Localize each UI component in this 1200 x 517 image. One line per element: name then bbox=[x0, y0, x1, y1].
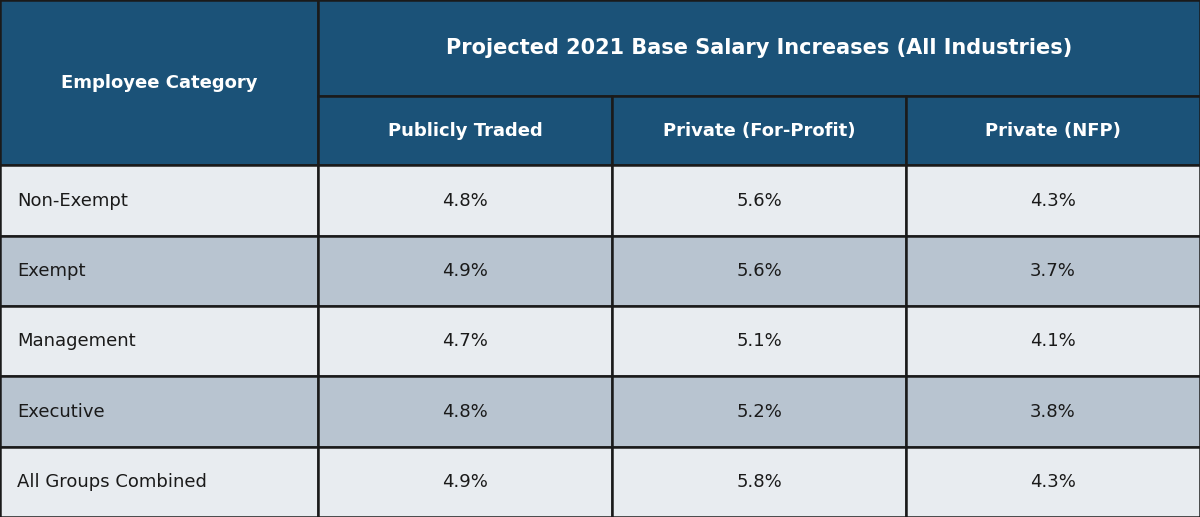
Bar bbox=[318, 306, 612, 376]
Text: 5.1%: 5.1% bbox=[736, 332, 782, 350]
Text: 3.7%: 3.7% bbox=[1030, 262, 1076, 280]
Bar bbox=[318, 96, 612, 165]
Bar bbox=[612, 236, 906, 306]
Text: 4.9%: 4.9% bbox=[442, 473, 488, 491]
Bar bbox=[612, 376, 906, 447]
Text: Projected 2021 Base Salary Increases (All Industries): Projected 2021 Base Salary Increases (Al… bbox=[446, 38, 1072, 58]
Text: Private (For-Profit): Private (For-Profit) bbox=[662, 121, 856, 140]
Text: 5.6%: 5.6% bbox=[736, 262, 782, 280]
Bar bbox=[906, 96, 1200, 165]
Text: 4.8%: 4.8% bbox=[442, 192, 488, 209]
Bar bbox=[318, 0, 1200, 96]
Text: Publicly Traded: Publicly Traded bbox=[388, 121, 542, 140]
Text: Non-Exempt: Non-Exempt bbox=[17, 192, 127, 209]
Bar bbox=[906, 376, 1200, 447]
Bar bbox=[612, 447, 906, 517]
Bar bbox=[0, 306, 318, 376]
Text: Private (NFP): Private (NFP) bbox=[985, 121, 1121, 140]
Text: 3.8%: 3.8% bbox=[1030, 403, 1076, 420]
Text: Employee Category: Employee Category bbox=[61, 74, 257, 92]
Bar bbox=[0, 165, 318, 236]
Bar bbox=[906, 236, 1200, 306]
Bar bbox=[612, 165, 906, 236]
Bar bbox=[318, 236, 612, 306]
Bar bbox=[0, 236, 318, 306]
Bar bbox=[612, 96, 906, 165]
Text: 4.7%: 4.7% bbox=[442, 332, 488, 350]
Bar bbox=[318, 165, 612, 236]
Text: 5.2%: 5.2% bbox=[736, 403, 782, 420]
Text: Executive: Executive bbox=[17, 403, 104, 420]
Bar bbox=[612, 306, 906, 376]
Text: 4.1%: 4.1% bbox=[1030, 332, 1076, 350]
Bar bbox=[0, 0, 318, 165]
Text: 4.3%: 4.3% bbox=[1030, 192, 1076, 209]
Bar bbox=[0, 447, 318, 517]
Bar bbox=[906, 306, 1200, 376]
Bar bbox=[0, 376, 318, 447]
Bar bbox=[318, 376, 612, 447]
Text: Management: Management bbox=[17, 332, 136, 350]
Bar bbox=[906, 165, 1200, 236]
Bar bbox=[906, 447, 1200, 517]
Text: 4.3%: 4.3% bbox=[1030, 473, 1076, 491]
Text: 5.6%: 5.6% bbox=[736, 192, 782, 209]
Text: 4.8%: 4.8% bbox=[442, 403, 488, 420]
Text: All Groups Combined: All Groups Combined bbox=[17, 473, 206, 491]
Text: Exempt: Exempt bbox=[17, 262, 85, 280]
Bar bbox=[318, 447, 612, 517]
Text: 5.8%: 5.8% bbox=[736, 473, 782, 491]
Text: 4.9%: 4.9% bbox=[442, 262, 488, 280]
